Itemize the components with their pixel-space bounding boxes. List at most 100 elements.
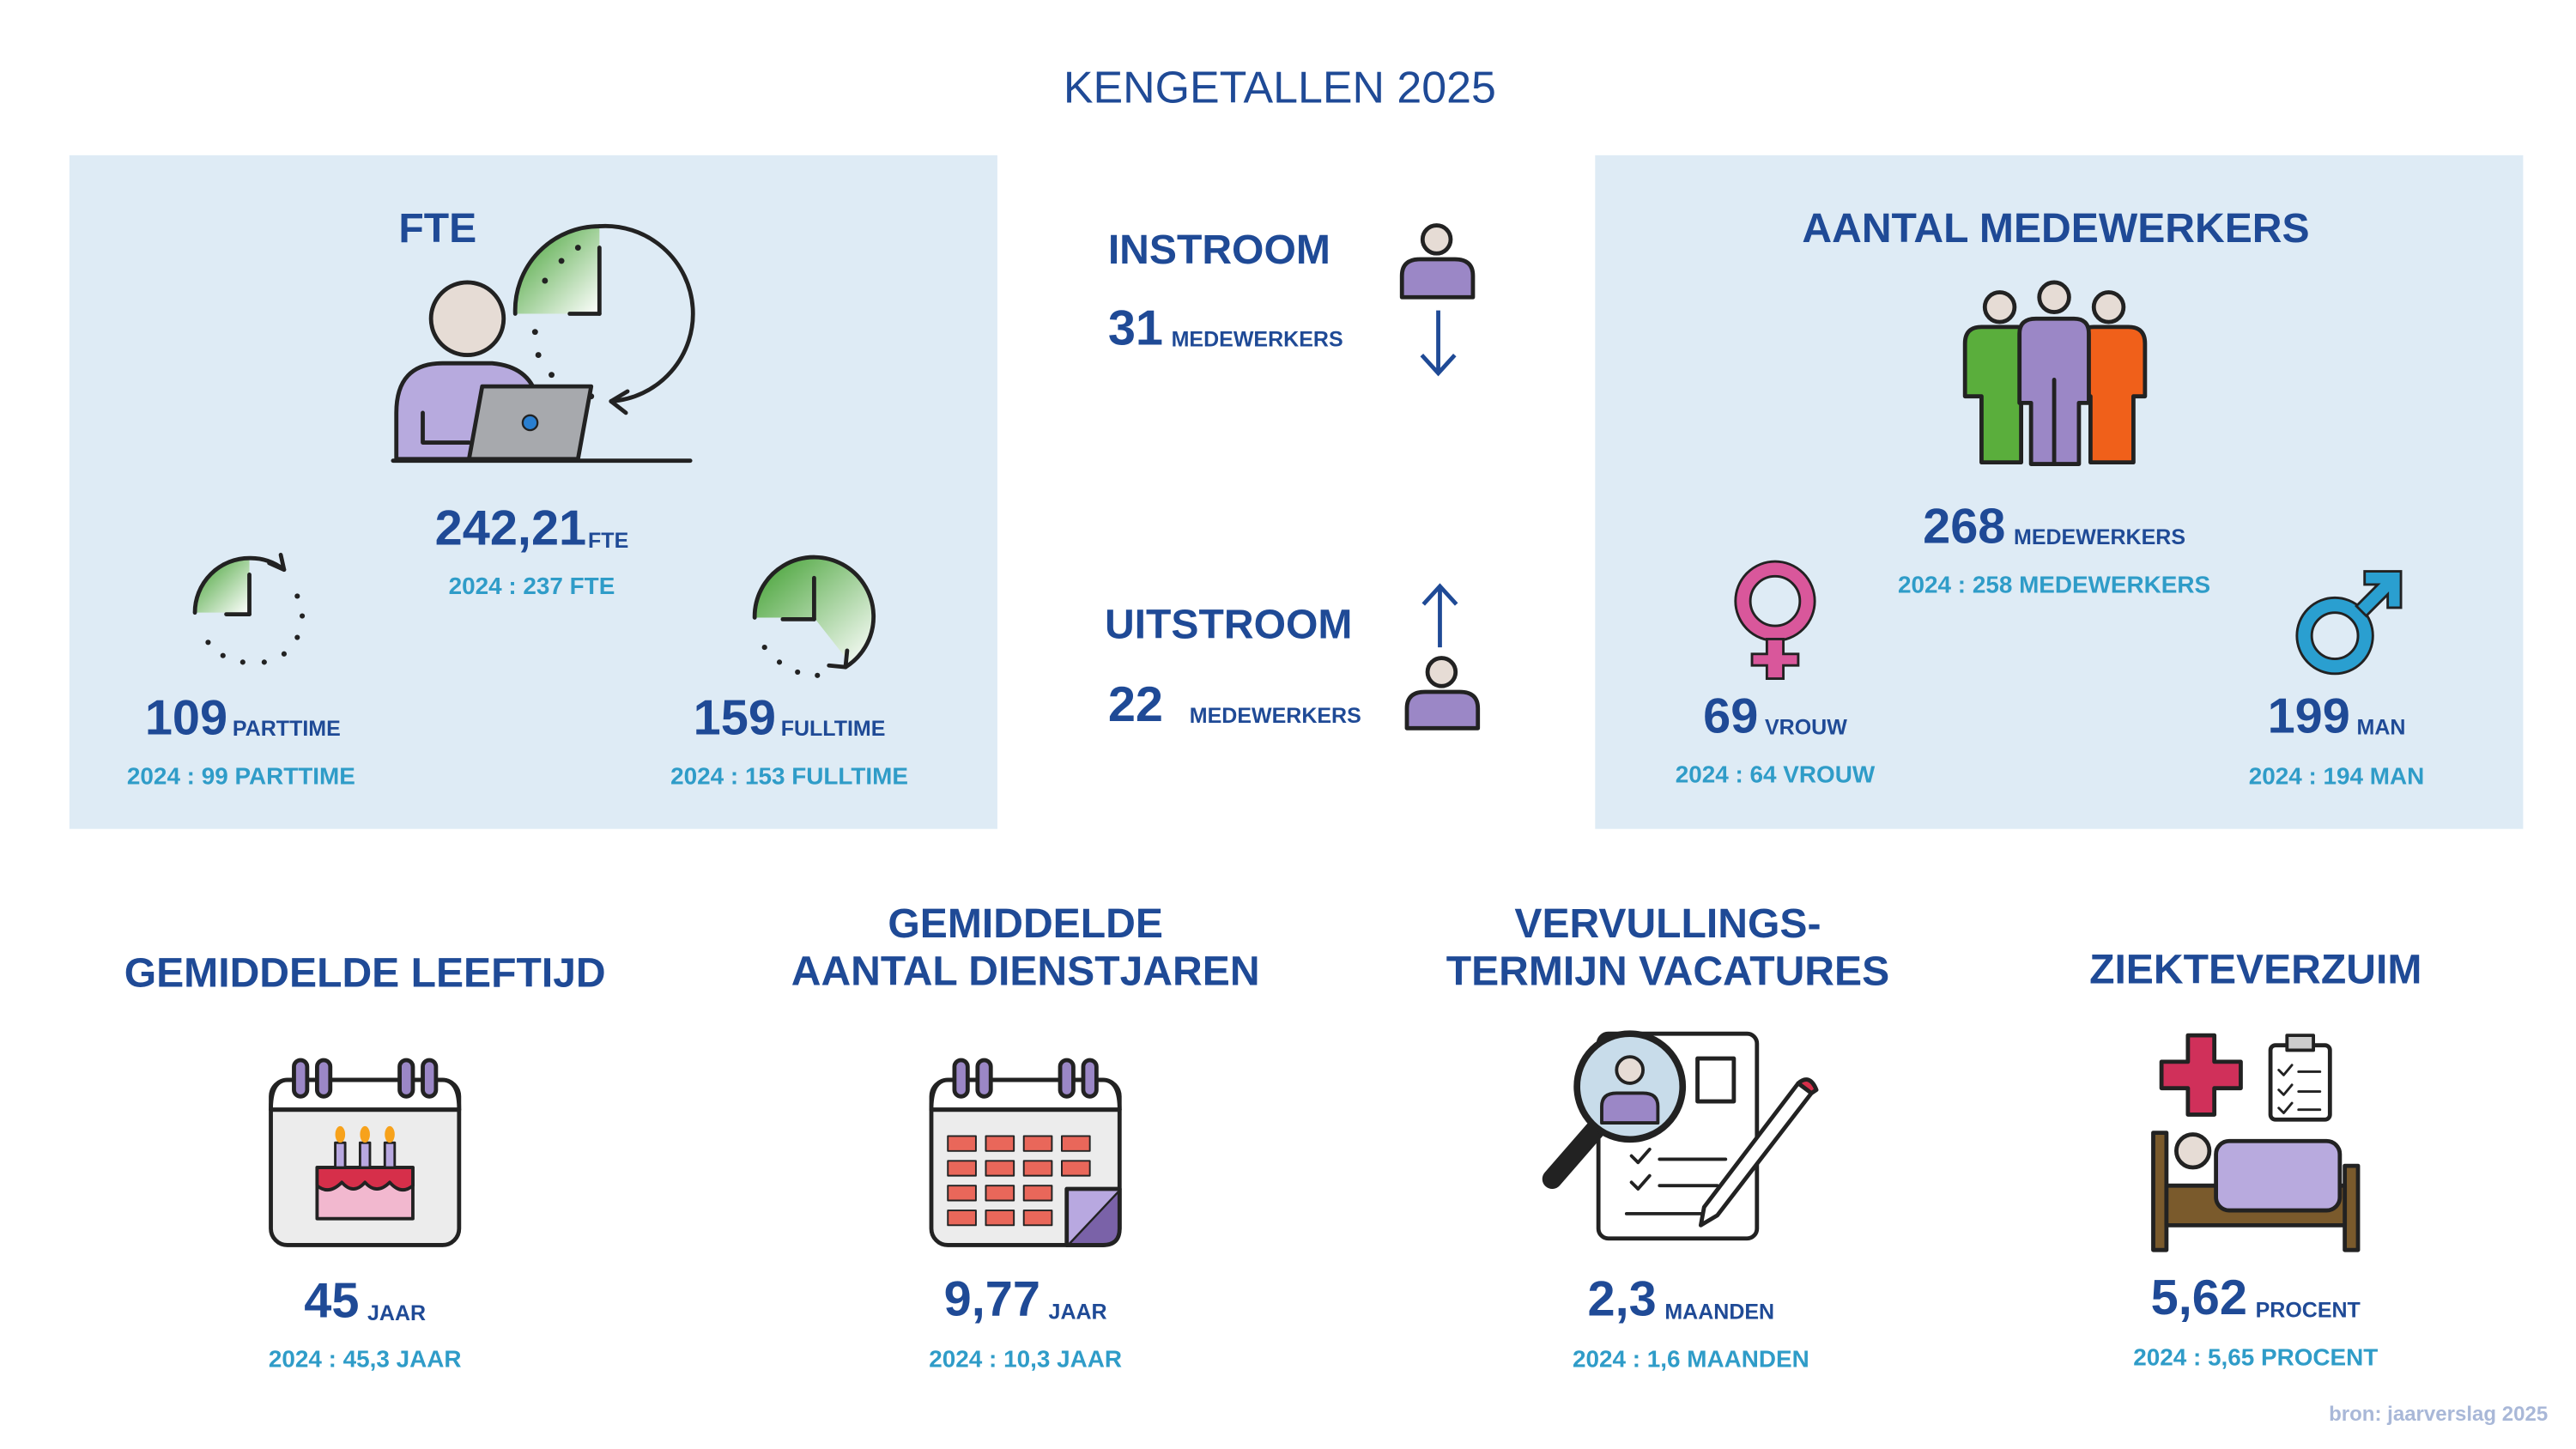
fte-icon-part-part [535,352,542,359]
sick-leave-icon-part [2159,1033,2243,1117]
stat-value-part: 9,77 [944,1272,1040,1327]
vrouw-value-part: 69 [1703,689,1758,744]
parttime-icon-part-part [239,659,245,665]
birthday-calendar-icon-part-part [335,1125,346,1143]
stat-value: 2,3 MAANDEN [1588,1272,1775,1327]
fte-icon-part-part [542,277,549,284]
grid-calendar-icon-part-part [985,1135,1015,1152]
stat-value: 45 JAAR [304,1274,426,1329]
fulltime-icon-part-part [761,644,767,651]
fte-value-part: FTE [588,529,628,553]
birthday-calendar-icon-part-part [360,1125,370,1143]
stat-value-part: JAAR [367,1301,426,1325]
stat-value-part: 5,62 [2151,1270,2247,1325]
man-value-part: 199 [2268,689,2350,744]
stat-title: GEMIDDELDE [888,900,1163,947]
fte-icon [391,223,695,464]
birthday-calendar-icon-part [397,1058,415,1099]
people-icon-part [2037,280,2071,314]
grid-calendar-icon-part-part [1022,1185,1053,1202]
parttime-icon-part-part [261,659,267,665]
man-value: 199 MAN [2268,689,2406,744]
stat-value-part: 2,3 [1588,1272,1657,1327]
grid-calendar-icon [929,1058,1122,1247]
medewerkers-previous: 2024 : 258 MEDEWERKERS [1898,571,2210,597]
fte-previous: 2024 : 237 FTE [449,573,615,599]
birthday-calendar-icon-part-part [383,1141,397,1169]
grid-calendar-icon-part-part [985,1210,1015,1227]
grid-calendar-icon-part [952,1058,970,1099]
fulltime-icon-part [752,555,876,670]
stat-value-part: JAAR [1049,1300,1107,1324]
people-icon [1962,280,2148,466]
vrouw-value: 69 VROUW [1703,689,1847,744]
vacancy-icon-part [1695,1056,1737,1104]
fte-icon-part-part [574,245,581,252]
fulltime-icon [752,555,876,678]
man-previous: 2024 : 194 MAN [2249,762,2425,789]
grid-calendar-icon-part-part [1022,1210,1053,1227]
uitstroom-icon-part [1425,656,1458,688]
parttime-value-part: PARTTIME [233,717,341,741]
grid-calendar-icon-part [975,1058,993,1099]
fulltime-previous: 2024 : 153 FULLTIME [670,762,908,789]
vacancy-icon-part [1600,1091,1660,1125]
instroom-title: INSTROOM [1108,227,1330,273]
medewerkers-value-part: 268 [1923,500,2005,555]
instroom-icon-part [1420,310,1457,377]
sick-leave-icon [2151,1033,2361,1252]
fte-icon-part [521,414,539,432]
parttime-icon-part [267,552,287,573]
stat-title: VERVULLINGS- [1514,900,1821,947]
fte-icon-part-part [558,258,565,264]
vacancy-icon-part [1796,1077,1819,1095]
parttime-icon-part-part [281,651,288,657]
man-value-part: MAN [2357,715,2406,739]
fte-icon-part [512,224,602,316]
parttime-icon-part [195,558,250,613]
instroom-value-part: MEDEWERKERS [1172,327,1343,351]
vacancy-icon-part [1542,1118,1607,1190]
instroom-icon [1399,223,1476,377]
fte-icon-part [597,223,695,403]
grid-calendar-icon-part-part [947,1135,977,1152]
uitstroom-icon-part [1421,583,1458,648]
medewerkers-title: AANTAL MEDEWERKERS [1802,205,2309,252]
fte-icon-part [428,280,506,357]
grid-calendar-icon-part-part [1060,1135,1091,1152]
uitstroom-value-part: 22 [1108,677,1163,732]
venus-icon-part [1750,638,1800,681]
instroom-icon-part [1420,223,1453,256]
parttime-previous: 2024 : 99 PARTTIME [127,762,355,789]
grid-calendar-icon-part-part [947,1185,977,1202]
parttime-icon-part [192,555,287,615]
stat-value-part: 45 [304,1274,359,1329]
fulltime-value: 159 FULLTIME [694,691,886,746]
parttime-value-part: 109 [145,691,227,746]
people-icon-part [2091,290,2126,324]
birthday-calendar-icon-part [292,1058,310,1099]
birthday-calendar-icon-part [335,1125,395,1143]
grid-calendar-icon-part-part [1022,1160,1053,1177]
birthday-calendar-icon-part [334,1141,397,1169]
instroom-value-part: 31 [1108,301,1163,356]
fte-title: FTE [398,205,476,252]
fulltime-icon-part [827,648,850,670]
grid-calendar-icon-part [947,1135,1091,1227]
vacancy-icon-part [1624,1157,1728,1216]
parttime-icon [192,552,306,665]
instroom-icon-part [1399,257,1476,300]
mars-icon [2295,570,2403,676]
fte-icon-part-part [549,372,555,379]
page-title: KENGETALLEN 2025 [1064,64,1496,113]
birthday-calendar-icon-part [315,1166,415,1191]
uitstroom-value-part: MEDEWERKERS [1190,703,1361,727]
stat-previous: 2024 : 10,3 JAAR [929,1345,1122,1372]
birthday-calendar-icon-part [314,1058,333,1099]
stat-previous: 2024 : 1,6 MAANDEN [1573,1345,1809,1372]
stat-value-part: PROCENT [2256,1298,2361,1322]
stat-value: 5,62 PROCENT [2151,1270,2361,1325]
people-icon-part [1982,290,2017,324]
